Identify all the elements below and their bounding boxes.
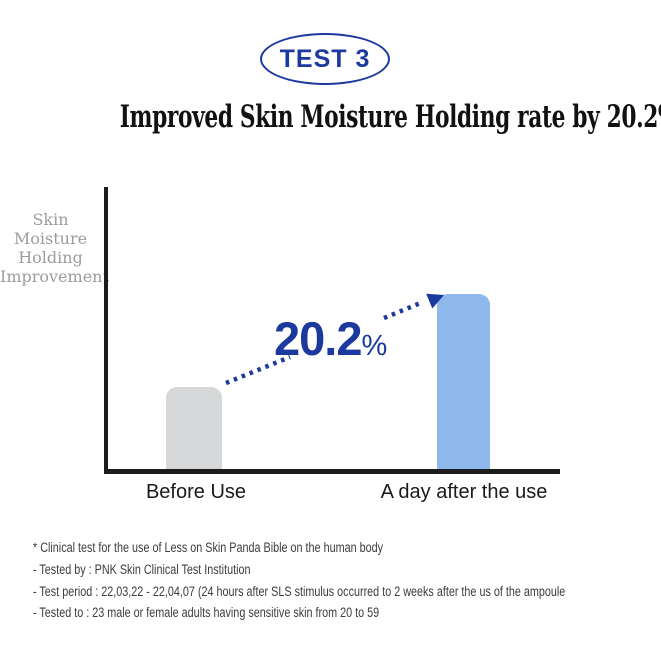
x-axis-line bbox=[104, 469, 560, 474]
increase-annotation-percent-sign: % bbox=[361, 330, 388, 362]
footnote-test-period: - Test period : 22,03,22 - 22,04,07 (24 … bbox=[33, 583, 566, 599]
y-axis-label: Skin Moisture Holding Improvement bbox=[0, 210, 109, 286]
page-title-wrap: Improved Skin Moisture Holding rate by 2… bbox=[0, 99, 661, 135]
test-badge-label: TEST 3 bbox=[279, 44, 371, 73]
bar-chart-plot bbox=[108, 187, 560, 469]
test-badge: TEST 3 bbox=[260, 33, 390, 85]
increase-annotation-value: 20.2 bbox=[274, 312, 362, 365]
y-axis-line bbox=[104, 187, 108, 474]
footnote-clinical-test: * Clinical test for the use of Less on S… bbox=[33, 540, 384, 555]
category-label-day-after: A day after the use bbox=[380, 481, 548, 503]
page-title: Improved Skin Moisture Holding rate by 2… bbox=[119, 99, 661, 135]
bar bbox=[166, 387, 222, 469]
footnote-tested-by: - Tested by : PNK Skin Clinical Test Ins… bbox=[33, 561, 251, 577]
footnotes: * Clinical test for the use of Less on S… bbox=[33, 537, 657, 624]
bar bbox=[437, 294, 490, 469]
increase-annotation: 20.2% bbox=[274, 311, 387, 366]
category-label-before-use: Before Use bbox=[145, 481, 247, 503]
footnote-tested-to: - Tested to : 23 male or female adults h… bbox=[33, 605, 380, 621]
